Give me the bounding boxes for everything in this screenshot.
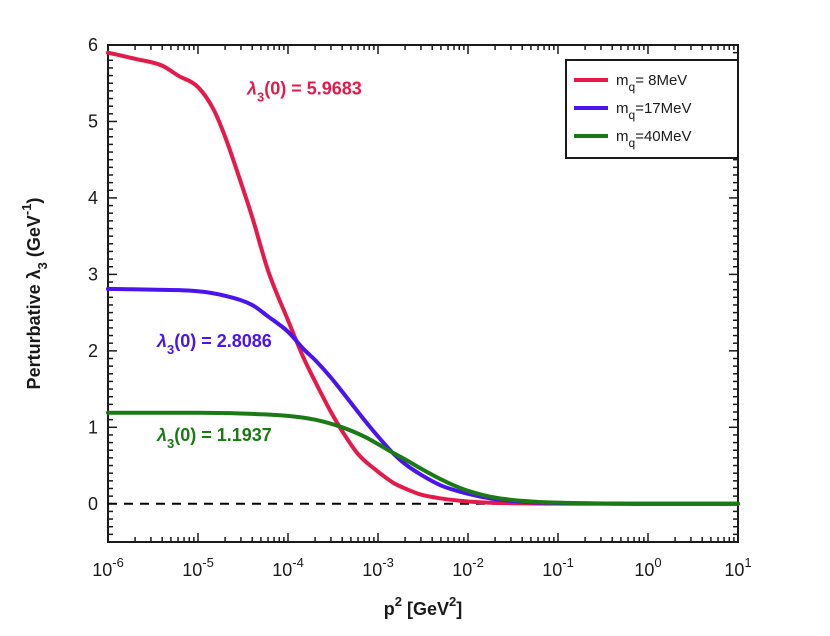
x-tick-exponent: -4 (292, 555, 304, 570)
y-tick-label: 0 (88, 494, 98, 514)
y-title-units-sup: -1 (19, 204, 34, 216)
x-title-units: [GeV (402, 599, 449, 619)
legend-label-3: mq=40MeV (616, 128, 691, 150)
legend-main: m (616, 100, 629, 117)
y-tick-label: 1 (88, 417, 98, 437)
x-title-units-sup: 2 (449, 594, 456, 609)
legend-label-2: mq=17MeV (616, 100, 691, 122)
annotation-2: λ3(0) = 2.8086 (156, 331, 272, 357)
legend-sub: q (629, 136, 636, 150)
x-tick-exponent: -1 (562, 555, 574, 570)
annotation-text: (0) = 2.8086 (174, 331, 272, 351)
x-tick-label: 100 (634, 555, 661, 580)
annotation-text: (0) = 5.9683 (264, 79, 362, 99)
y-title-units-suffix: ) (24, 198, 44, 204)
x-tick-label: 10-5 (182, 555, 214, 580)
legend-main: m (616, 72, 629, 89)
x-tick-base: 10 (542, 560, 562, 580)
legend-rest: = 8MeV (635, 72, 687, 89)
plot-frame (107, 44, 739, 543)
x-title-units-suffix: ] (456, 599, 462, 619)
x-tick-base: 10 (182, 560, 202, 580)
series-line-1 (106, 50, 740, 506)
x-tick-exponent: -3 (382, 555, 394, 570)
x-tick-base: 10 (634, 560, 654, 580)
annotation-text: (0) = 1.1937 (174, 425, 272, 445)
x-tick-label: 101 (724, 555, 751, 580)
x-tick-exponent: -2 (472, 555, 484, 570)
x-tick-label: 10-4 (272, 555, 304, 580)
y-tick-label: 6 (88, 35, 98, 55)
y-tick-label: 5 (88, 111, 98, 131)
legend-main: m (616, 128, 629, 145)
y-title-sub: 3 (35, 262, 50, 269)
series-group (106, 50, 740, 506)
legend-label-1: mq= 8MeV (616, 72, 687, 94)
y-tick-label: 4 (88, 188, 98, 208)
x-tick-base: 10 (272, 560, 292, 580)
x-tick-label: 10-6 (92, 555, 124, 580)
annotation-3: λ3(0) = 1.1937 (156, 425, 272, 451)
x-tick-exponent: -6 (112, 555, 124, 570)
x-tick-label: 10-2 (452, 555, 484, 580)
x-tick-base: 10 (452, 560, 472, 580)
annotation-sub: 3 (257, 90, 264, 105)
annotation-symbol: λ (246, 79, 257, 99)
y-title-units: (GeV (24, 215, 44, 262)
annotation-symbol: λ (156, 331, 167, 351)
x-tick-label: 10-1 (542, 555, 574, 580)
legend-sub: q (629, 108, 636, 122)
y-title-main: Perturbative λ (24, 269, 44, 389)
x-tick-exponent: -5 (202, 555, 214, 570)
x-tick-base: 10 (362, 560, 382, 580)
x-tick-base: 10 (92, 560, 112, 580)
x-tick-exponent: 1 (744, 555, 751, 570)
y-axis-title: Perturbative λ3 (GeV-1) (19, 198, 50, 390)
x-tick-base: 10 (724, 560, 744, 580)
legend-sub: q (629, 80, 636, 94)
legend-rest: =40MeV (635, 128, 691, 145)
series-line-3 (106, 410, 740, 506)
x-tick-exponent: 0 (654, 555, 661, 570)
legend-rest: =17MeV (635, 100, 691, 117)
x-title-sup: 2 (395, 594, 402, 609)
annotation-sub: 3 (167, 436, 174, 451)
x-title-main: p (384, 599, 395, 619)
x-axis-title: p2 [GeV2] (384, 594, 462, 619)
y-tick-label: 3 (88, 264, 98, 284)
x-tick-label: 10-3 (362, 555, 394, 580)
annotation-1: λ3(0) = 5.9683 (246, 79, 362, 105)
y-tick-label: 2 (88, 341, 98, 361)
annotation-sub: 3 (167, 342, 174, 357)
annotation-symbol: λ (156, 425, 167, 445)
